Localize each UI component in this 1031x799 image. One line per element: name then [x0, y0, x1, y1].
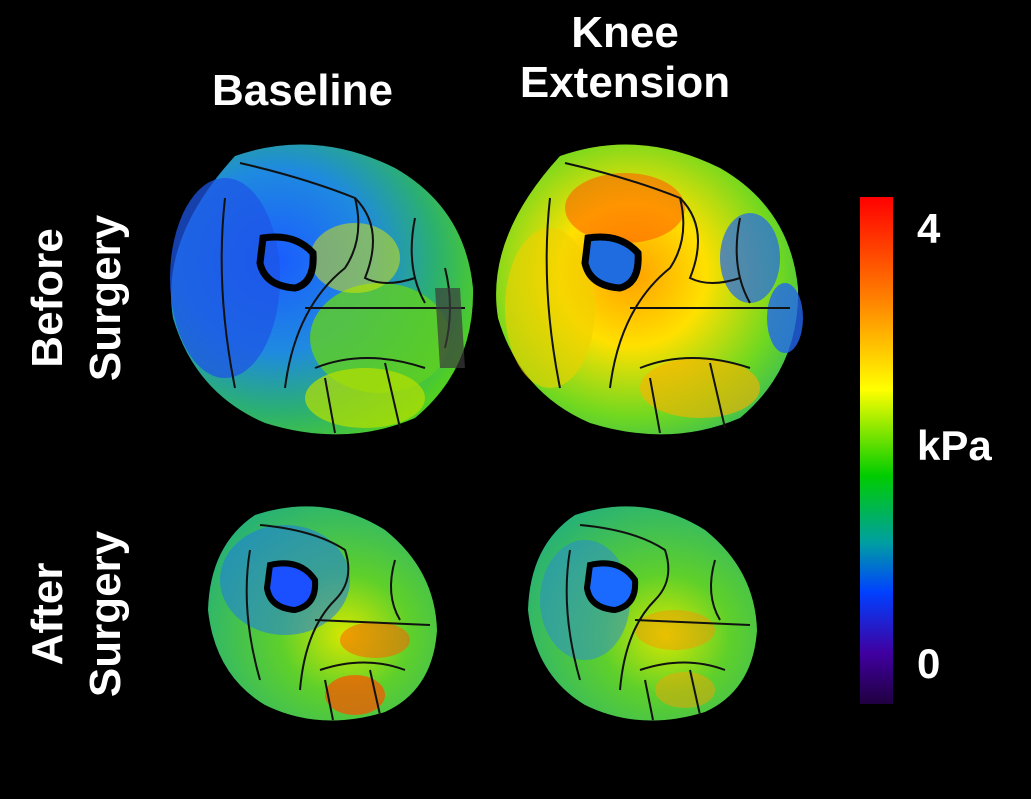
column-header-knee-line2: Extension — [519, 58, 731, 107]
elastogram-after-baseline — [208, 506, 437, 721]
row-header-before-line1: Before — [23, 228, 72, 368]
colorbar — [860, 197, 893, 704]
elastogram-after-knee-extension — [528, 506, 757, 721]
row-header-after-surgery: After Surgery — [19, 514, 135, 714]
row-header-after-line2: Surgery — [81, 530, 130, 698]
row-header-before-line2: Surgery — [81, 214, 130, 382]
column-header-knee-extension: Knee Extension — [490, 8, 760, 108]
column-header-knee-line1: Knee — [571, 8, 679, 57]
row-header-before-surgery: Before Surgery — [19, 198, 135, 398]
colorbar-min-label: 0 — [917, 640, 941, 687]
colorbar-max-label: 4 — [917, 205, 941, 252]
column-header-baseline: Baseline — [212, 66, 393, 115]
elastogram-before-baseline — [170, 144, 474, 435]
colorbar-unit-label: kPa — [917, 422, 992, 469]
elastogram-before-knee-extension — [496, 144, 803, 435]
row-header-after-line1: After — [23, 562, 72, 666]
